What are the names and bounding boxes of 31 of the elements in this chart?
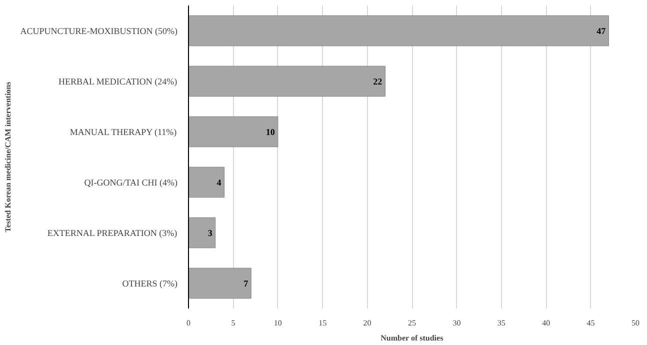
- x-tick-label: 10: [274, 318, 282, 328]
- x-tick-label: 35: [497, 318, 506, 328]
- x-tick-label: 5: [231, 318, 236, 328]
- x-tick-label: 45: [586, 318, 595, 328]
- y-tick-label: QI-GONG/TAI CHI (4%): [84, 177, 178, 188]
- data-label: 22: [373, 76, 383, 86]
- data-label: 10: [266, 126, 276, 137]
- x-tick-label: 30: [452, 318, 461, 328]
- data-label: 4: [216, 177, 222, 188]
- y-tick-label: OTHERS (7%): [122, 278, 178, 288]
- bar: [188, 166, 225, 198]
- x-axis-title: Number of studies: [380, 334, 444, 342]
- x-tick-label: 20: [363, 318, 372, 328]
- data-label: 3: [208, 228, 213, 238]
- y-axis-title: Tested Korean medicine/CAM interventions: [3, 82, 12, 232]
- x-tick-label: 25: [408, 318, 416, 328]
- bar: [188, 116, 278, 148]
- x-tick-label: 15: [318, 318, 327, 328]
- x-tick-label: 40: [542, 318, 550, 328]
- y-tick-label: ACUPUNCTURE-MOXIBUSTION (50%): [20, 26, 178, 36]
- bar: [188, 66, 386, 97]
- x-tick-label: 50: [632, 318, 640, 328]
- x-tick-label: 0: [186, 318, 190, 328]
- y-tick-label: HERBAL MEDICATION (24%): [58, 76, 178, 86]
- bar: [188, 268, 252, 299]
- data-label: 7: [244, 278, 249, 288]
- bar: [188, 217, 216, 248]
- y-tick-label: EXTERNAL PREPARATION (3%): [47, 228, 178, 238]
- data-label: 47: [596, 26, 606, 36]
- y-tick-label: MANUAL THERAPY (11%): [70, 126, 177, 137]
- bar: [188, 15, 609, 46]
